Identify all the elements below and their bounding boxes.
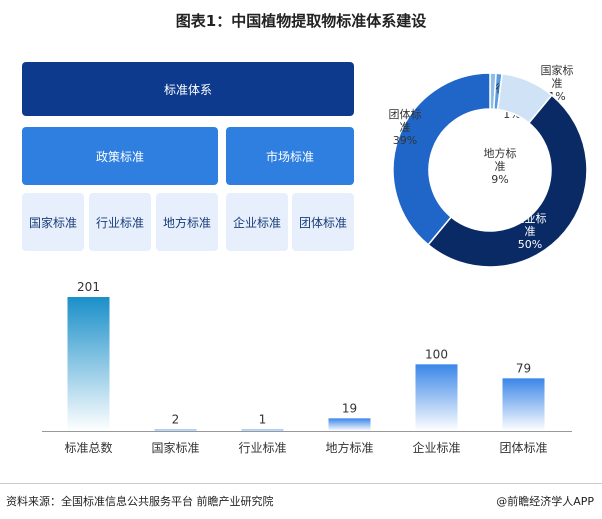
standard-system-label: 标准体系 <box>163 82 212 97</box>
bar-value-label: 100 <box>425 347 448 361</box>
category-label: 团体标准 <box>499 441 547 455</box>
policy-standard-box: 政策标准 <box>22 127 218 185</box>
enterprise-standard-label: 企业标准 <box>232 215 281 230</box>
bar-value-label: 1 <box>259 413 267 427</box>
national-standard-box: 国家标准 <box>22 193 84 251</box>
group-standard-box: 团体标准 <box>292 193 354 251</box>
bar <box>154 429 197 431</box>
standard-system-box: 标准体系 <box>22 62 354 116</box>
category-label: 地方标准 <box>325 440 373 455</box>
bar <box>328 418 371 431</box>
category-label: 标准总数 <box>64 440 112 455</box>
bar-value-label: 19 <box>342 401 357 415</box>
bar <box>502 378 545 431</box>
bar-value-label: 2 <box>172 413 180 427</box>
category-label: 国家标准 <box>151 440 199 455</box>
bar <box>415 364 458 431</box>
local-standard-label: 地方标准 <box>162 215 211 230</box>
industry-standard-label: 行业标准 <box>95 215 144 230</box>
category-label: 企业标准 <box>412 440 460 455</box>
chart-title: 图表1：中国植物提取物标准体系建设 <box>175 12 427 30</box>
market-standard-box: 市场标准 <box>226 127 354 185</box>
bar-value-label: 79 <box>516 361 531 375</box>
source-note: 资料来源：全国标准信息公共服务平台 前瞻产业研究院 <box>6 495 274 508</box>
policy-standard-label: 政策标准 <box>95 149 144 164</box>
category-label: 行业标准 <box>238 441 286 455</box>
national-standard-label: 国家标准 <box>28 215 77 230</box>
brand-label: @前瞻经济学人APP <box>496 495 594 508</box>
bar <box>241 429 284 431</box>
enterprise-standard-box: 企业标准 <box>226 193 288 251</box>
industry-standard-box: 行业标准 <box>89 193 151 251</box>
market-standard-label: 市场标准 <box>265 149 314 164</box>
group-standard-label: 团体标准 <box>298 215 347 230</box>
local-standard-box: 地方标准 <box>156 193 218 251</box>
footer-divider <box>0 483 602 484</box>
bar <box>67 297 110 431</box>
bar-value-label: 201 <box>77 280 100 294</box>
